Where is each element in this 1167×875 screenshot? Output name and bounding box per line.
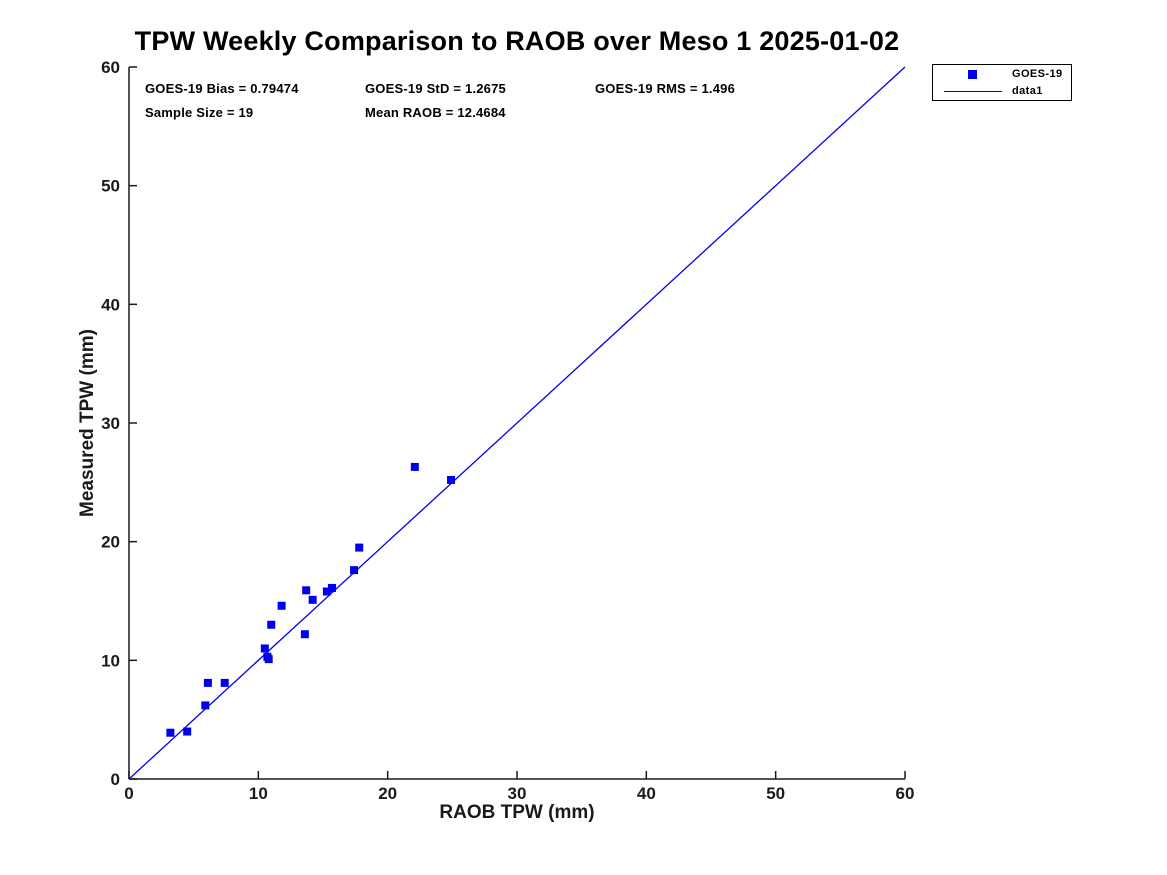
x-tick-label: 10 [249,784,268,803]
stat-bias: GOES-19 Bias = 0.79474 [145,81,299,96]
identity-line [128,66,906,780]
stat-mean-raob: Mean RAOB = 12.4684 [365,105,506,120]
line-sample-icon [943,90,1002,92]
scatter-point [267,620,276,629]
scatter-point [410,462,419,471]
scatter-point [220,678,229,687]
scatter-point [322,587,331,596]
x-axis-label: RAOB TPW (mm) [439,802,595,823]
scatter-point [166,728,175,737]
scatter-point [328,583,337,592]
y-tick-label: 40 [101,295,120,314]
scatter-point [300,630,309,639]
scatter-point [355,543,364,552]
y-tick-label: 60 [101,58,120,77]
y-tick-label: 10 [101,651,120,670]
square-marker-icon [968,69,977,79]
legend-glyph-cell [933,90,1012,92]
x-tick-label: 60 [896,784,915,803]
scatter-point [183,727,192,736]
stat-rms: GOES-19 RMS = 1.496 [595,81,736,96]
x-tick-label: 20 [378,784,397,803]
y-tick-label: 0 [111,770,120,789]
scatter-point [203,678,212,687]
legend-label: data1 [1012,85,1043,97]
chart-title: TPW Weekly Comparison to RAOB over Meso … [134,26,900,56]
y-tick-label: 20 [101,533,120,552]
scatter-point [308,595,317,604]
y-tick-label: 50 [101,177,120,196]
x-tick-label: 30 [508,784,527,803]
scatter-point [302,586,311,595]
legend-glyph-cell [933,69,1012,79]
scatter-point [447,475,456,484]
stat-std: GOES-19 StD = 1.2675 [365,81,506,96]
scatter-point [264,655,273,664]
stat-sample-size: Sample Size = 19 [145,105,254,120]
x-tick-label: 0 [124,784,133,803]
scatter-point [277,601,286,610]
x-tick-label: 40 [637,784,656,803]
y-axis-label: Measured TPW (mm) [77,329,98,517]
scatter-point [260,644,269,653]
legend: GOES-19 data1 [932,64,1072,101]
x-tick-label: 50 [766,784,785,803]
scatter-point [350,566,359,575]
y-tick-label: 30 [101,414,120,433]
legend-item-goes19: GOES-19 [933,67,1071,82]
legend-item-data1: data1 [933,84,1071,99]
scatter-point [201,701,210,710]
legend-label: GOES-19 [1012,68,1063,80]
